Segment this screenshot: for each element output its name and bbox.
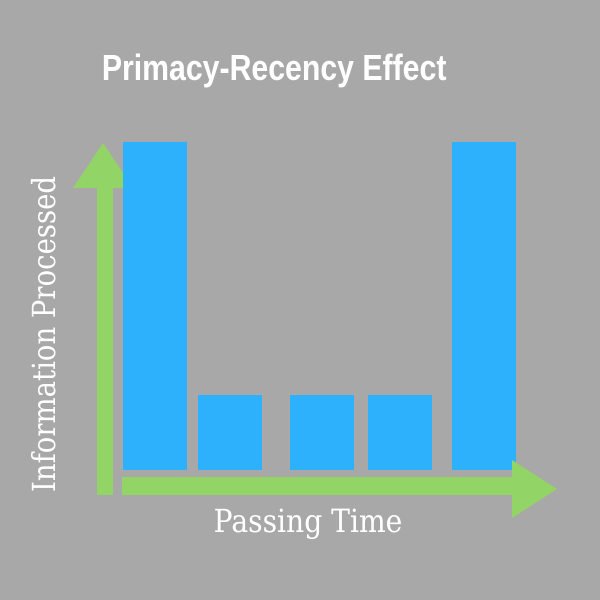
- x-axis-arrowhead-icon: [512, 460, 557, 518]
- y-axis-arrow-shaft: [97, 185, 113, 495]
- bar-last-items: [452, 142, 516, 470]
- bar-middle-2: [290, 395, 354, 470]
- y-axis-label: Information Processed: [25, 176, 63, 492]
- x-axis-arrow-shaft: [122, 477, 516, 495]
- chart-title: Primacy-Recency Effect: [0, 50, 549, 86]
- bar-first-items: [123, 142, 187, 470]
- chart-title-text: Primacy-Recency Effect: [102, 47, 447, 88]
- bar-middle-3: [368, 395, 432, 470]
- x-axis-label: Passing Time: [213, 502, 403, 540]
- bar-middle-1: [198, 395, 262, 470]
